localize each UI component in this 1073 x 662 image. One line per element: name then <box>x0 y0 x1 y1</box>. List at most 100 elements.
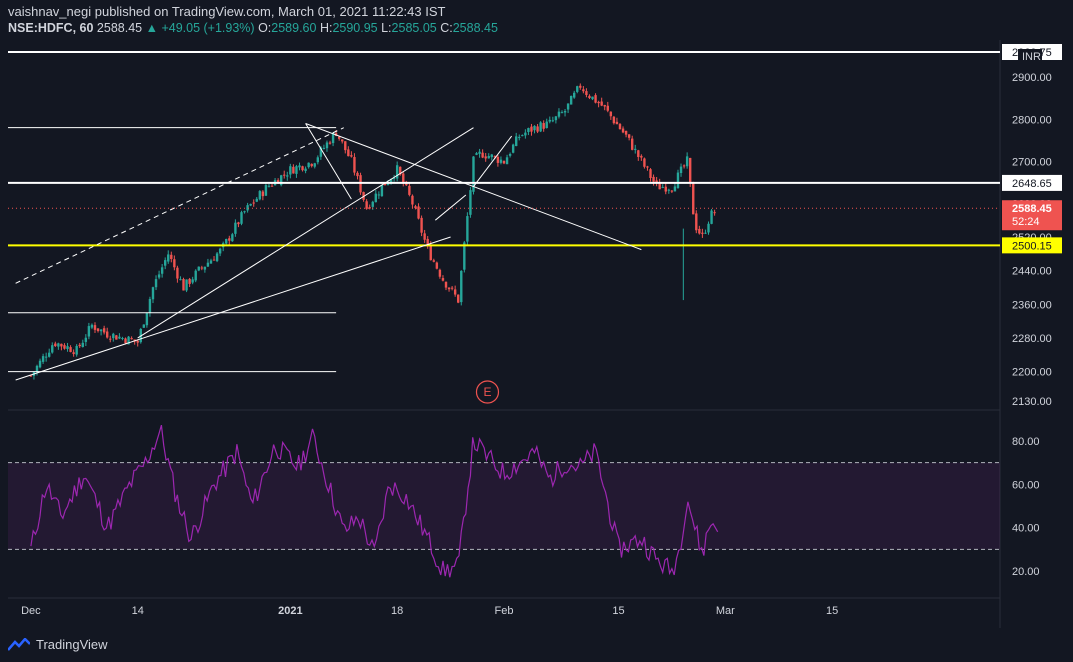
candle-body <box>569 95 573 105</box>
candle-body <box>142 324 146 328</box>
candle-body <box>698 228 701 234</box>
price-tick-label: 2360.00 <box>1012 299 1052 311</box>
candle-body <box>163 260 167 266</box>
candle-body <box>322 147 326 149</box>
candle-body <box>530 126 533 132</box>
candle-body <box>170 254 173 260</box>
candle-body <box>600 101 603 106</box>
earnings-marker-label: E <box>483 385 491 399</box>
candle-body <box>371 201 374 207</box>
candle-body <box>148 299 152 313</box>
candle-body <box>527 128 530 132</box>
candle-body <box>234 222 237 234</box>
candle-body <box>203 266 207 270</box>
candle-body <box>160 267 164 274</box>
candle-body <box>563 110 567 113</box>
candle-body <box>395 165 399 179</box>
candle-body <box>118 336 121 339</box>
candle-body <box>225 239 228 244</box>
candle-body <box>661 186 664 188</box>
candle-body <box>576 86 579 92</box>
x-tick-label: 15 <box>826 605 838 617</box>
trend-line-dashed <box>15 127 344 284</box>
candle-body <box>130 338 133 340</box>
candle-body <box>212 259 216 261</box>
candle-body <box>402 173 405 184</box>
candle-body <box>325 142 329 149</box>
candle-body <box>200 267 204 269</box>
publisher-line: vaishnav_negi published on TradingView.c… <box>8 4 445 19</box>
candle-body <box>457 294 460 303</box>
candle-body <box>624 130 628 135</box>
candle-body <box>279 175 283 186</box>
trend-line-short <box>305 123 352 200</box>
candle-body <box>475 153 478 155</box>
candle-body <box>341 139 344 142</box>
candle-body <box>606 105 609 111</box>
candle-body <box>692 182 695 215</box>
candle-body <box>435 262 439 269</box>
publisher-text: vaishnav_negi published on TradingView.c… <box>8 4 446 19</box>
candle-body <box>316 157 320 163</box>
currency-badge <box>1018 49 1042 63</box>
candle-body <box>377 194 381 196</box>
x-tick-label: Mar <box>716 605 735 617</box>
candle-body <box>524 132 527 136</box>
candle-body <box>69 347 72 352</box>
candle-body <box>630 138 634 150</box>
candle-body <box>463 242 466 270</box>
candle-body <box>707 223 710 233</box>
candle-body <box>667 189 671 191</box>
symbol-label[interactable]: NSE:HDFC, 60 <box>8 21 94 35</box>
candle-body <box>643 158 646 167</box>
close-label: C: <box>440 21 453 35</box>
candle-body <box>356 172 359 177</box>
candle-body <box>292 166 295 174</box>
tradingview-footer[interactable]: TradingView <box>8 637 108 652</box>
rsi-line <box>30 424 719 578</box>
x-tick-label: 2021 <box>278 605 302 617</box>
trend-line-rally <box>473 135 513 187</box>
candle-body <box>81 342 84 347</box>
candle-body <box>453 289 457 295</box>
candle-body <box>658 182 661 190</box>
candle-body <box>585 91 588 95</box>
candle-body <box>87 326 91 337</box>
candle-body <box>283 174 286 176</box>
candle-body <box>90 324 94 328</box>
candle-body <box>365 201 368 209</box>
candle-body <box>679 166 683 174</box>
high-value: 2590.95 <box>332 21 378 35</box>
candle-body <box>109 338 112 340</box>
candle-body <box>191 279 194 283</box>
high-label: H: <box>319 21 333 35</box>
candle-body <box>484 156 487 159</box>
candle-body <box>295 166 298 174</box>
trend-line-mid <box>137 127 474 339</box>
candle-body <box>438 269 442 277</box>
candle-body <box>57 343 60 347</box>
candle-body <box>469 190 472 215</box>
level-label-bg <box>1002 237 1062 254</box>
candle-body <box>655 180 658 184</box>
candle-body <box>627 134 631 138</box>
candle-body <box>54 343 57 347</box>
candle-body <box>255 198 258 202</box>
candle-body <box>557 111 561 117</box>
candle-body <box>252 202 255 204</box>
candle-body <box>478 151 481 154</box>
candle-body <box>704 232 707 234</box>
candle-body <box>115 335 118 340</box>
candle-body <box>432 260 435 262</box>
candle-body <box>243 211 246 213</box>
candle-body <box>194 270 197 281</box>
rsi-tick-label: 80.00 <box>1012 436 1040 448</box>
candle-body <box>548 119 551 122</box>
candle-body <box>591 96 594 100</box>
candle-body <box>368 207 371 209</box>
candle-body <box>383 183 387 186</box>
candle-body <box>649 169 652 178</box>
candle-body <box>337 136 341 139</box>
candle-body <box>560 112 564 114</box>
